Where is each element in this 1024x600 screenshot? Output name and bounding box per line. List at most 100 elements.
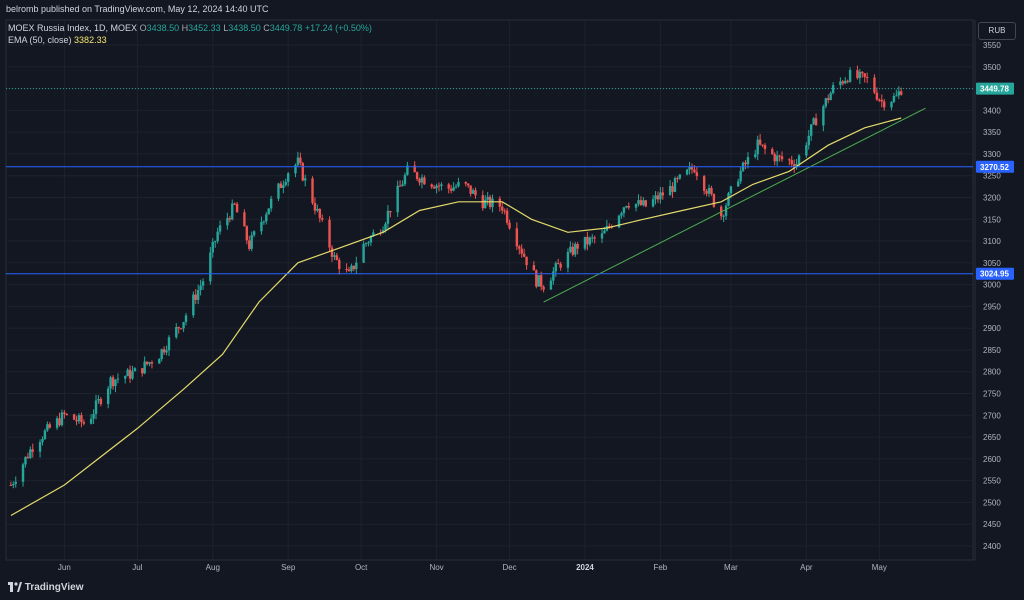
candle-body <box>316 208 319 211</box>
candle-body <box>503 210 506 212</box>
candle-body <box>182 322 185 329</box>
candle-body <box>486 196 489 200</box>
x-tick-label: Mar <box>724 563 738 572</box>
candle-body <box>566 251 570 268</box>
candle-body <box>233 203 236 205</box>
candle-body <box>659 192 662 200</box>
y-tick-label: 2950 <box>983 302 1001 311</box>
candle-body <box>501 206 504 211</box>
symbol-label[interactable]: MOEX Russia Index, 1D, MOEX <box>8 23 138 33</box>
candle-body <box>430 184 433 187</box>
currency-button[interactable]: RUB <box>978 22 1016 40</box>
candle-body <box>771 149 774 155</box>
trendline[interactable] <box>543 107 926 303</box>
tradingview-logo[interactable]: TradingView <box>8 582 84 593</box>
candle-body <box>754 154 757 158</box>
candle-body <box>296 157 300 165</box>
change-value: +17.24 (+0.50%) <box>304 23 372 33</box>
candle-body <box>145 361 149 365</box>
candle-body <box>642 200 645 206</box>
candle-body <box>780 156 784 160</box>
ema-label[interactable]: EMA (50, close) <box>8 35 72 45</box>
candle-body <box>89 418 93 424</box>
candle-body <box>294 164 297 174</box>
candle-body <box>827 98 830 101</box>
candle-body <box>165 350 168 353</box>
x-tick-label: 2024 <box>576 563 594 572</box>
candle-body <box>651 199 655 207</box>
candle-body <box>848 70 852 82</box>
y-tick-label: 3400 <box>983 106 1001 115</box>
candle-body <box>668 186 672 196</box>
x-tick-label: Oct <box>355 563 368 572</box>
candle-body <box>588 237 592 245</box>
candle-body <box>571 246 575 255</box>
candle-body <box>778 155 781 157</box>
candle-body <box>608 225 611 227</box>
y-tick-label: 2600 <box>983 455 1001 464</box>
candle-body <box>707 187 711 194</box>
candle-body <box>133 368 137 372</box>
candle-body <box>350 265 353 272</box>
candle-body <box>109 377 112 389</box>
candle-body <box>676 178 679 180</box>
candle-body <box>600 233 604 239</box>
candle-body <box>505 210 509 223</box>
candle-body <box>654 195 657 200</box>
candle-body <box>440 184 443 187</box>
candle-body <box>367 242 370 244</box>
x-tick-label: Nov <box>429 563 443 572</box>
candle-body <box>420 177 424 183</box>
y-tick-label: 2700 <box>983 411 1001 420</box>
candle-body <box>712 194 716 207</box>
ema-line[interactable] <box>10 117 902 517</box>
candle-body <box>248 240 251 249</box>
candle-body <box>625 206 628 208</box>
candle-body <box>209 252 212 282</box>
candle-body <box>403 174 407 185</box>
candle-body <box>218 225 222 232</box>
candle-body <box>569 246 572 252</box>
candle-body <box>364 243 368 245</box>
level-price-tag <box>976 160 1014 173</box>
candle-body <box>201 281 205 286</box>
high-label: H <box>181 23 189 33</box>
candle-body <box>304 178 307 181</box>
candle-body <box>812 118 815 125</box>
candle-body <box>586 236 589 245</box>
candle-body <box>756 139 759 155</box>
candle-body <box>214 241 217 243</box>
low-label: L <box>223 23 229 33</box>
candle-body <box>318 208 322 219</box>
candle-body <box>856 70 859 78</box>
candle-body <box>557 263 560 265</box>
candle-body <box>143 361 146 374</box>
candle-body <box>106 388 110 405</box>
candle-body <box>211 241 214 253</box>
candle-body <box>792 164 796 168</box>
candle-body <box>260 221 263 232</box>
x-tick-label: Apr <box>800 563 813 572</box>
candle-body <box>141 368 144 374</box>
candle-body <box>574 244 577 255</box>
close-label: C <box>263 23 270 33</box>
candle-body <box>727 193 730 206</box>
candle-body <box>415 172 419 180</box>
candle-body <box>678 174 682 179</box>
candle-body <box>639 200 643 206</box>
candle-body <box>24 456 27 465</box>
candle-body <box>890 102 893 108</box>
last-price-label: 3449.78 <box>980 85 1009 94</box>
candle-body <box>773 154 776 162</box>
candle-body <box>807 135 810 146</box>
open-label: O <box>139 23 147 33</box>
candle-body <box>262 221 266 223</box>
candle-body <box>131 371 134 379</box>
y-tick-label: 2550 <box>983 477 1001 486</box>
candle-body <box>99 399 103 405</box>
candle-body <box>175 327 178 338</box>
chart-legend: MOEX Russia Index, 1D, MOEX O3438.50 H34… <box>8 22 372 46</box>
candle-body <box>790 160 793 165</box>
candle-body <box>352 265 356 270</box>
